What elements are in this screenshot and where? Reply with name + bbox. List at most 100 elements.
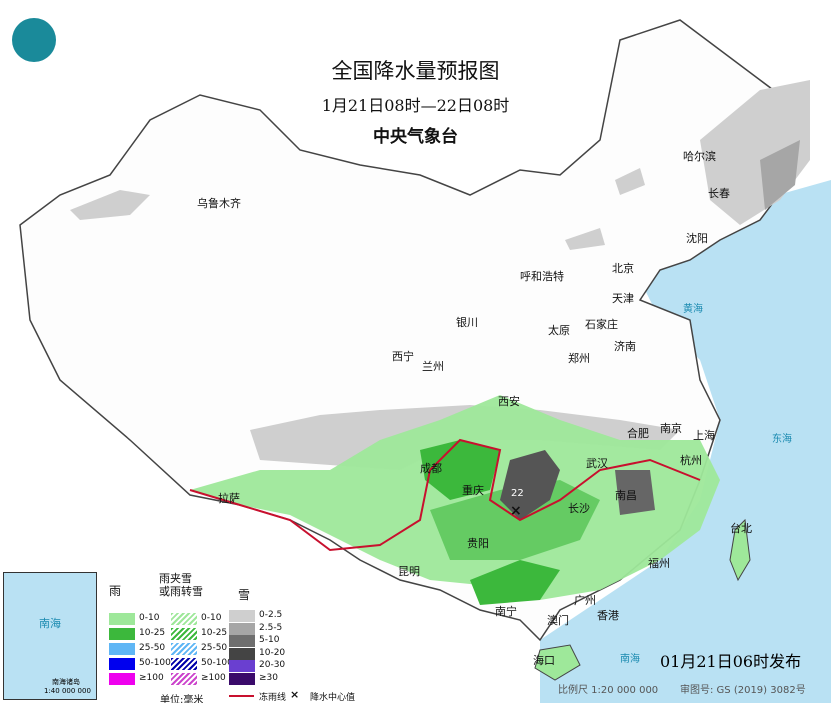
city-label: 台北 [730,522,752,535]
city-label: 福州 [648,557,670,570]
city-label: 天津 [612,292,634,305]
freezing-rain-line [189,438,701,552]
legend-label-snow: 0-2.5 [259,610,283,620]
city-label: 长沙 [568,502,590,515]
legend-label-mixed: ≥100 [201,673,226,683]
snow-area-small-2 [565,228,605,250]
legend-label-rain: 10-25 [139,628,166,638]
legend-swatch-mixed [171,613,197,625]
map-approval-number: 审图号: GS (2019) 3082号 [680,685,806,696]
sea [540,180,831,703]
city-label: 沈阳 [686,232,708,245]
legend-swatch-rain [109,613,135,625]
legend-label-mixed: 50-100 [201,658,233,668]
city-label: 兰州 [422,360,444,373]
precipitation-center-value: 22 [511,488,524,499]
legend-swatch-snow [229,610,255,622]
inset-scale: 1:40 000 000 [44,687,91,695]
rain-area-10-25-sichuan [420,440,500,500]
sea-label: 南海 [620,654,640,665]
legend-swatch-rain [109,673,135,685]
legend-mixed-title-1: 雨夹雪 [159,572,192,585]
snow-area-xinjiang [70,190,150,220]
city-label: 合肥 [627,427,649,440]
inset-islands-label: 南海诸岛 [52,678,80,686]
city-label: 澳门 [547,614,569,627]
city-label: 北京 [612,262,634,275]
hainan [534,644,581,681]
legend-snow-title: 雪 [238,588,251,602]
city-label: 贵阳 [467,537,489,550]
city-label: 南京 [660,422,682,435]
legend-swatch-rain [109,628,135,640]
legend-label-mixed: 25-50 [201,643,228,653]
legend-swatch-snow [229,635,255,647]
city-label: 成都 [420,462,442,475]
legend-swatch-mixed [171,673,197,685]
snow-area-small [615,168,645,195]
inset-sea-label: 南海 [39,617,61,630]
city-label: 西宁 [392,350,414,363]
legend-swatch-rain [109,658,135,670]
legend-label-rain: 50-100 [139,658,171,668]
city-label: 银川 [456,316,478,329]
legend-label-rain: ≥100 [139,673,164,683]
city-label: 南昌 [615,489,637,502]
legend-label-snow: 10-20 [259,647,286,658]
city-label: 昆明 [398,565,420,578]
legend-label-snow: ≥30 [259,672,278,683]
legend-swatch-snow [229,647,255,660]
city-label: 太原 [548,324,570,337]
rain-area-10-25-guangxi [470,560,560,605]
forecast-period: 1月21日08时—22日08时 [321,96,510,115]
legend-mixed-title-2: 或雨转雪 [159,585,203,598]
legend-swatch-rain [109,643,135,655]
city-label: 哈尔滨 [683,150,716,163]
legend-label-rain: 0-10 [139,613,160,623]
city-label: 上海 [693,429,715,442]
cma-logo [12,18,56,62]
legend-rain-title: 雨 [109,584,122,598]
mixed-area-10-25 [430,480,600,560]
city-label: 石家庄 [585,318,618,331]
city-label: 南宁 [495,605,517,618]
legend-label-mixed: 0-10 [201,613,222,623]
agency-name: 中央气象台 [373,127,458,147]
city-label: 西安 [498,395,520,408]
legend-swatch-snow [229,672,255,685]
legend-swatch-snow [229,622,255,635]
snow-area-5-10 [615,470,655,515]
center-marker-icon: × [510,503,522,519]
map-scale: 比例尺 1:20 000 000 [558,685,659,696]
city-label: 呼和浩特 [520,270,564,283]
city-label: 香港 [597,609,619,622]
city-label: 济南 [614,340,636,353]
legend-line-label: 冻雨线 [259,693,287,703]
legend-swatch-mixed [171,628,197,640]
freezing-line-symbol [229,695,254,697]
issue-time: 01月21日06时发布 [660,652,802,671]
city-label: 长春 [708,187,730,200]
city-label: 广州 [574,594,596,607]
snow-area-northeast-heavy [760,140,800,210]
city-label: 拉萨 [218,492,240,505]
legend-label-snow: 5-10 [259,635,280,645]
city-label: 郑州 [568,352,590,365]
legend-label-rain: 25-50 [139,643,166,653]
legend-unit: 单位:毫米 [160,695,204,703]
legend-swatch-snow [229,660,255,672]
city-label: 重庆 [462,484,484,497]
snow-area-10-20 [500,450,560,520]
legend-label-snow: 2.5-5 [259,622,283,633]
taiwan [729,518,751,582]
center-cross-icon: × [290,688,300,701]
legend-label-mixed: 10-25 [201,628,228,638]
south-china-sea-inset: 南海 南海诸岛 1:40 000 000 [3,572,97,700]
legend-swatch-mixed [171,643,197,655]
city-label: 海口 [533,654,555,667]
legend-swatch-mixed [171,658,197,670]
city-label: 乌鲁木齐 [197,197,241,210]
legend-center-label: 降水中心值 [310,693,356,703]
